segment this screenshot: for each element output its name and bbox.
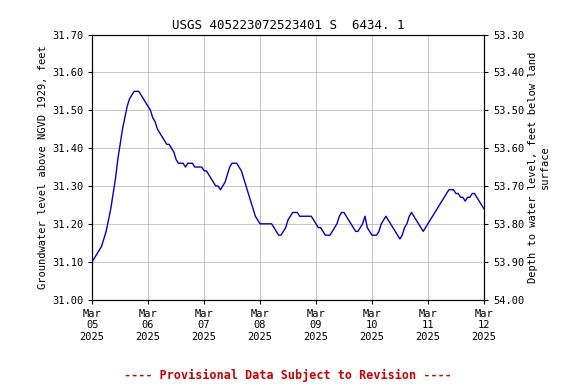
Y-axis label: Groundwater level above NGVD 1929, feet: Groundwater level above NGVD 1929, feet: [37, 45, 48, 289]
Title: USGS 405223072523401 S  6434. 1: USGS 405223072523401 S 6434. 1: [172, 19, 404, 32]
Y-axis label: Depth to water level, feet below land
surface: Depth to water level, feet below land su…: [528, 51, 550, 283]
Text: ---- Provisional Data Subject to Revision ----: ---- Provisional Data Subject to Revisio…: [124, 369, 452, 382]
